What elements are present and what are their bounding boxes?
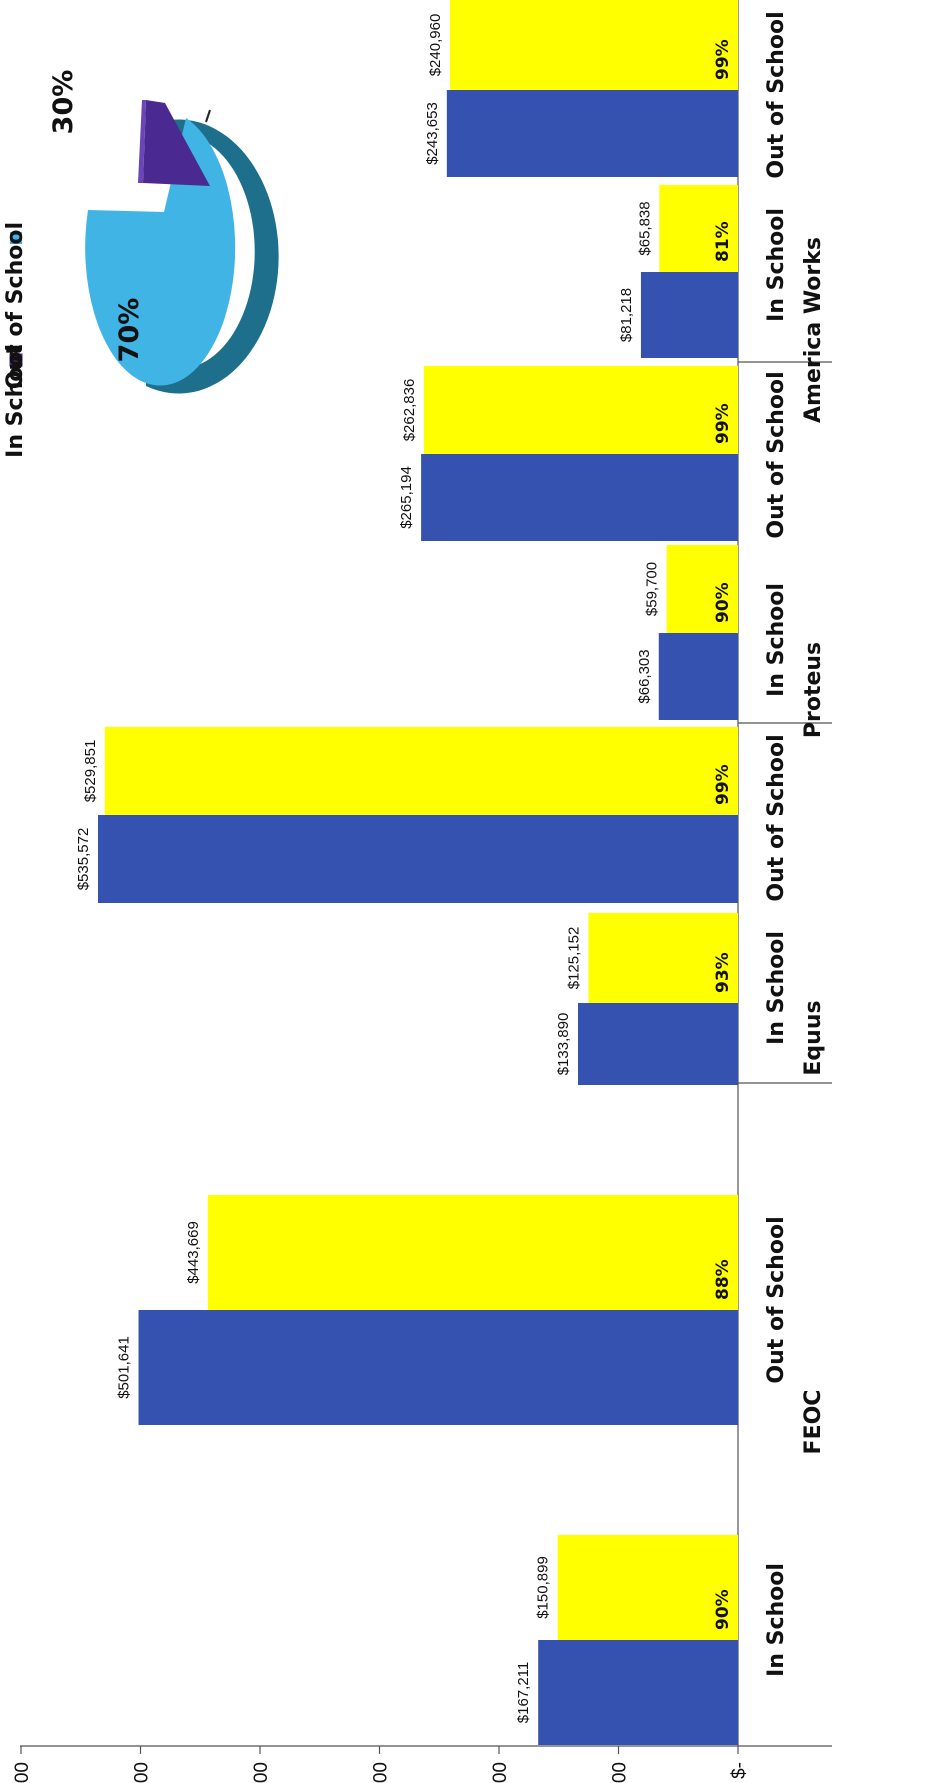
category-label: Out of School xyxy=(764,734,789,901)
percent-label: 99% xyxy=(713,39,733,80)
bar-labels: $167,211 $150,899 90% $501,641 $443,669 88% $1… xyxy=(75,14,733,1724)
data-label-series-2: $150,899 xyxy=(535,1556,552,1619)
data-label-series-2: $443,669 xyxy=(185,1221,202,1284)
bar-in-series-1 xyxy=(421,454,738,541)
data-label-series-1: $133,890 xyxy=(555,1013,572,1076)
legend-swatch-out-of-school xyxy=(10,232,22,244)
data-label-series-1: $535,572 xyxy=(75,828,92,891)
percent-label: 81% xyxy=(713,221,733,262)
category-label: Out of School xyxy=(764,11,789,178)
value-axis-tick-label: $- xyxy=(729,1762,750,1779)
percent-label: 90% xyxy=(713,1589,733,1630)
pie-slice-out-of-school-side xyxy=(146,119,279,394)
pie-slice-in-school-edge xyxy=(138,100,146,183)
data-label-series-2: $65,838 xyxy=(636,201,653,255)
bar-in-series-1 xyxy=(658,633,738,720)
value-axis-tick-label: $500,000 xyxy=(132,1762,153,1783)
bar-in-series-2 xyxy=(557,1535,738,1640)
bar-in-series-2 xyxy=(423,366,738,454)
data-label-series-1: $265,194 xyxy=(398,466,415,529)
data-label-series-1: $167,211 xyxy=(515,1662,532,1723)
legend-label-out-of-school: Out of School xyxy=(3,222,28,389)
group-label: America Works xyxy=(801,237,826,423)
data-label-series-1: $501,641 xyxy=(116,1336,133,1399)
bar-in-series-1 xyxy=(578,1003,738,1085)
value-axis-tick-label: $300,000 xyxy=(371,1762,392,1783)
legend-swatch-in-school xyxy=(9,353,23,367)
percent-label: 99% xyxy=(713,764,733,805)
percent-label: 90% xyxy=(713,582,733,623)
data-label-series-2: $529,851 xyxy=(82,740,99,803)
category-label: Out of School xyxy=(764,371,789,538)
group-label: FEOC xyxy=(801,1390,826,1455)
bar-in-series-1 xyxy=(97,815,739,903)
category-label: In School xyxy=(764,583,789,697)
data-label-series-1: $66,303 xyxy=(636,649,653,703)
bar-in-series-2 xyxy=(666,545,738,633)
pie-chart: 70% 30% xyxy=(48,70,279,394)
legend-label-in-school: In School xyxy=(3,344,28,458)
data-label-series-2: $262,836 xyxy=(401,379,418,442)
bar-in-series-1 xyxy=(446,90,738,177)
bar-series xyxy=(97,0,739,1745)
category-axis: In School Out of School In School Out of Sc… xyxy=(764,11,826,1677)
data-label-series-1: $81,218 xyxy=(618,288,635,342)
value-axis-tick-label: $600,000 xyxy=(12,1762,33,1783)
data-label-series-2: $59,700 xyxy=(644,562,661,616)
category-label: Out of School xyxy=(764,1216,789,1383)
group-label: Equus xyxy=(801,1000,826,1075)
percent-label: 88% xyxy=(713,1259,733,1300)
bar-in-series-1 xyxy=(138,1310,738,1425)
data-label-series-2: $240,960 xyxy=(427,14,444,77)
value-axis-tick-label: $200,000 xyxy=(490,1762,511,1783)
bar-in-series-2 xyxy=(207,1195,738,1310)
group-label: Proteus xyxy=(801,642,826,738)
bar-in-series-2 xyxy=(450,0,738,90)
value-axis-tick-label: $400,000 xyxy=(251,1762,272,1783)
category-label: In School xyxy=(764,931,789,1045)
bar-in-series-2 xyxy=(659,185,738,272)
bar-in-series-2 xyxy=(588,913,738,1003)
pie-label-out-of-school: 70% xyxy=(114,298,145,363)
percent-label: 93% xyxy=(713,952,733,993)
value-axis-tick-label: $100,000 xyxy=(610,1762,631,1783)
data-label-series-2: $125,152 xyxy=(565,927,582,990)
bar-in-series-2 xyxy=(104,727,738,815)
category-label: In School xyxy=(764,208,789,322)
pie-slice-in-school xyxy=(143,100,210,186)
category-label: In School xyxy=(764,1563,789,1677)
bar-in-series-1 xyxy=(538,1640,738,1745)
bar-in-series-1 xyxy=(640,272,738,358)
percent-label: 99% xyxy=(713,403,733,444)
pie-leader-line xyxy=(205,109,211,123)
data-label-series-1: $243,653 xyxy=(424,102,441,165)
pie-label-in-school: 30% xyxy=(48,70,79,135)
